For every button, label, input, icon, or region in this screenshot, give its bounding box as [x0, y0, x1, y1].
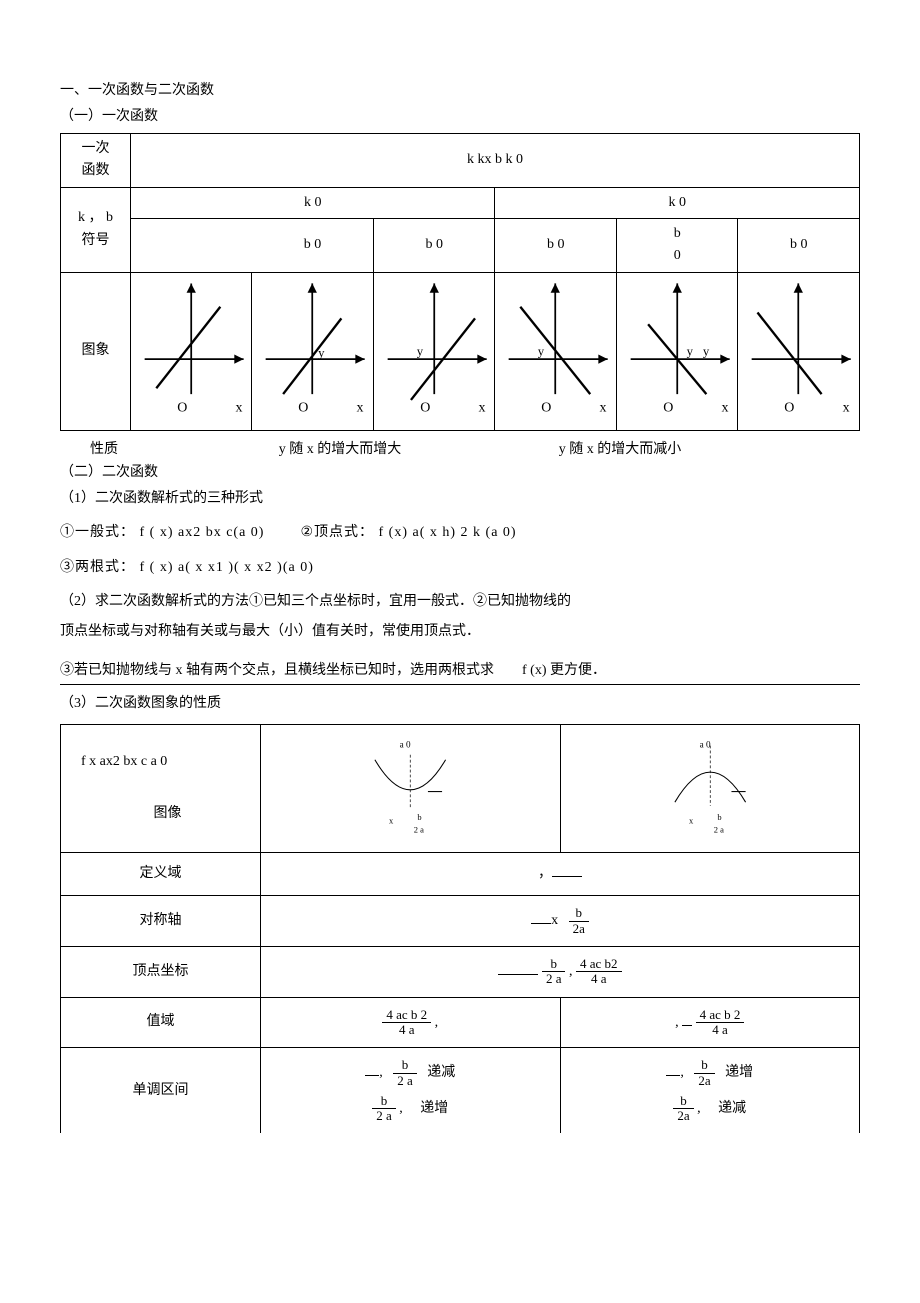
- svg-text:x: x: [600, 400, 607, 415]
- svg-text:O: O: [299, 400, 309, 415]
- axis-label: 对称轴: [61, 896, 261, 947]
- b-case-3: b 0: [495, 218, 617, 272]
- linear-graph-2: y O x: [252, 272, 374, 430]
- svg-text:x: x: [689, 815, 694, 825]
- svg-text:y: y: [319, 346, 326, 360]
- svg-text:b: b: [417, 811, 421, 821]
- q2-line2: 顶点坐标或与对称轴有关或与最大（小）值有关时，常使用顶点式．: [60, 621, 860, 643]
- axis-value: x b2a: [261, 896, 860, 947]
- mono-pos: , b2 a 递减 b2 a , 递增: [261, 1048, 561, 1134]
- linear-fn-header: 一次 函数: [61, 133, 131, 187]
- svg-text:x: x: [235, 400, 242, 415]
- b-case-5: b 0: [738, 218, 860, 272]
- q2-line3a: ③若已知抛物线与 x 轴有两个交点，且横线坐标已知时，选用两根式求: [60, 663, 494, 678]
- vertex-value: b2 a , 4 ac b24 a: [261, 947, 860, 998]
- graph-row-header: 图象: [61, 272, 131, 430]
- main-title: 一、一次函数与二次函数: [60, 80, 860, 102]
- formula-roots: ③两根式： f ( x) a( x x1 )( x x2 )(a 0): [60, 557, 860, 579]
- q1-title: （1）二次函数解析式的三种形式: [60, 488, 860, 510]
- general-form: ①一般式： f ( x) ax2 bx c(a 0): [60, 525, 264, 540]
- domain-label: 定义域: [61, 853, 261, 896]
- svg-text:y: y: [538, 344, 545, 358]
- subsection-2: （二）二次函数: [60, 462, 860, 484]
- domain-value: ，: [261, 853, 860, 896]
- svg-text:O: O: [542, 400, 552, 415]
- property-label: 性质: [60, 439, 200, 461]
- quad-formula-cell: f x ax2 bx c a 0 图像: [61, 724, 261, 852]
- b-case-4: b 0: [616, 218, 738, 272]
- linear-property-row: 性质 y 随 x 的增大而增大 y 随 x 的增大而减小: [60, 439, 860, 461]
- svg-text:a 0: a 0: [400, 739, 411, 749]
- svg-text:a 0: a 0: [699, 739, 710, 749]
- q2-line3: ③若已知抛物线与 x 轴有两个交点，且横线坐标已知时，选用两根式求 f (x) …: [60, 660, 860, 685]
- formula-general-vertex: ①一般式： f ( x) ax2 bx c(a 0) ②顶点式： f (x) a…: [60, 522, 860, 544]
- svg-text:x: x: [843, 400, 850, 415]
- svg-text:O: O: [177, 400, 187, 415]
- quad-graph-pos: a 0 x b 2 a: [261, 724, 561, 852]
- k-positive: k 0: [131, 187, 495, 218]
- range-neg: , 4 ac b 24 a: [560, 997, 860, 1048]
- range-label: 值域: [61, 997, 261, 1048]
- linear-graph-5: y y O x: [616, 272, 738, 430]
- q2-line1: （2）求二次函数解析式的方法①已知三个点坐标时，宜用一般式．②已知抛物线的: [60, 591, 860, 613]
- quadratic-properties-table: f x ax2 bx c a 0 图像 a 0 x b 2 a a 0: [60, 724, 860, 1134]
- q2-line3b: f (x) 更方便．: [522, 663, 606, 678]
- svg-text:2 a: 2 a: [414, 824, 424, 833]
- subsection-1: （一）一次函数: [60, 106, 860, 128]
- svg-text:x: x: [389, 815, 394, 825]
- svg-text:x: x: [478, 400, 485, 415]
- property-increasing: y 随 x 的增大而增大: [200, 439, 480, 461]
- kb-sign-header: k ， b 符号: [61, 187, 131, 272]
- svg-text:x: x: [357, 400, 364, 415]
- svg-text:x: x: [721, 400, 728, 415]
- svg-text:O: O: [663, 400, 673, 415]
- svg-text:2 a: 2 a: [713, 824, 723, 833]
- property-decreasing: y 随 x 的增大而减小: [480, 439, 760, 461]
- mono-neg: , b2a 递增 b2a , 递减: [560, 1048, 860, 1134]
- placeholder-cell: [131, 218, 252, 272]
- linear-graph-1: O x: [131, 272, 252, 430]
- linear-graph-6: O x: [738, 272, 860, 430]
- svg-text:O: O: [785, 400, 795, 415]
- vertex-form: ②顶点式： f (x) a( x h) 2 k (a 0): [300, 525, 516, 540]
- svg-text:b: b: [717, 811, 721, 821]
- svg-text:y: y: [703, 344, 710, 358]
- linear-graph-3: y O x: [373, 272, 495, 430]
- mono-label: 单调区间: [61, 1048, 261, 1134]
- svg-text:O: O: [420, 400, 430, 415]
- b-case-1: b 0: [252, 218, 374, 272]
- svg-text:y: y: [687, 344, 694, 358]
- svg-text:y: y: [417, 344, 424, 358]
- quad-graph-neg: a 0 x b 2 a: [560, 724, 860, 852]
- linear-fn-formula: k kx b k 0: [131, 133, 860, 187]
- b-case-2: b 0: [373, 218, 495, 272]
- linear-function-table: 一次 函数 k kx b k 0 k ， b 符号 k 0 k 0 b 0 b …: [60, 133, 860, 431]
- linear-graph-4: y O x: [495, 272, 617, 430]
- vertex-label: 顶点坐标: [61, 947, 261, 998]
- range-pos: 4 ac b 24 a ,: [261, 997, 561, 1048]
- k-negative: k 0: [495, 187, 860, 218]
- q3-title: （3）二次函数图象的性质: [60, 693, 860, 715]
